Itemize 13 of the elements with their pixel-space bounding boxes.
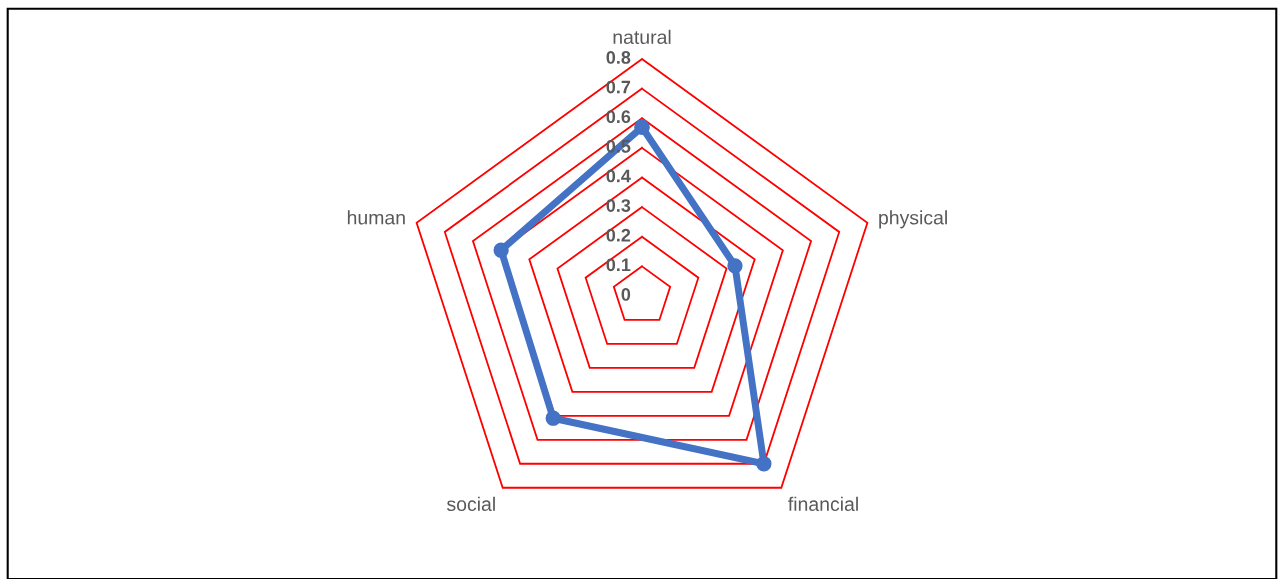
y-tick-label: 0.6 <box>606 110 631 124</box>
y-tick-label: 0.1 <box>606 258 631 272</box>
y-tick-label: 0.2 <box>606 228 631 242</box>
y-tick-label: 0.7 <box>606 80 631 94</box>
y-tick-label: 0.8 <box>606 51 631 64</box>
spoke-label: physical <box>879 210 947 229</box>
spoke-label: natural <box>613 29 671 45</box>
y-tick-label: 0.4 <box>606 169 631 183</box>
spoke-label: human <box>347 210 405 225</box>
y-tick-label: 0.3 <box>606 199 631 212</box>
spoke-label: financial <box>788 496 858 512</box>
spoke-label: social <box>446 496 495 512</box>
y-tick-label: 0 <box>621 288 631 301</box>
